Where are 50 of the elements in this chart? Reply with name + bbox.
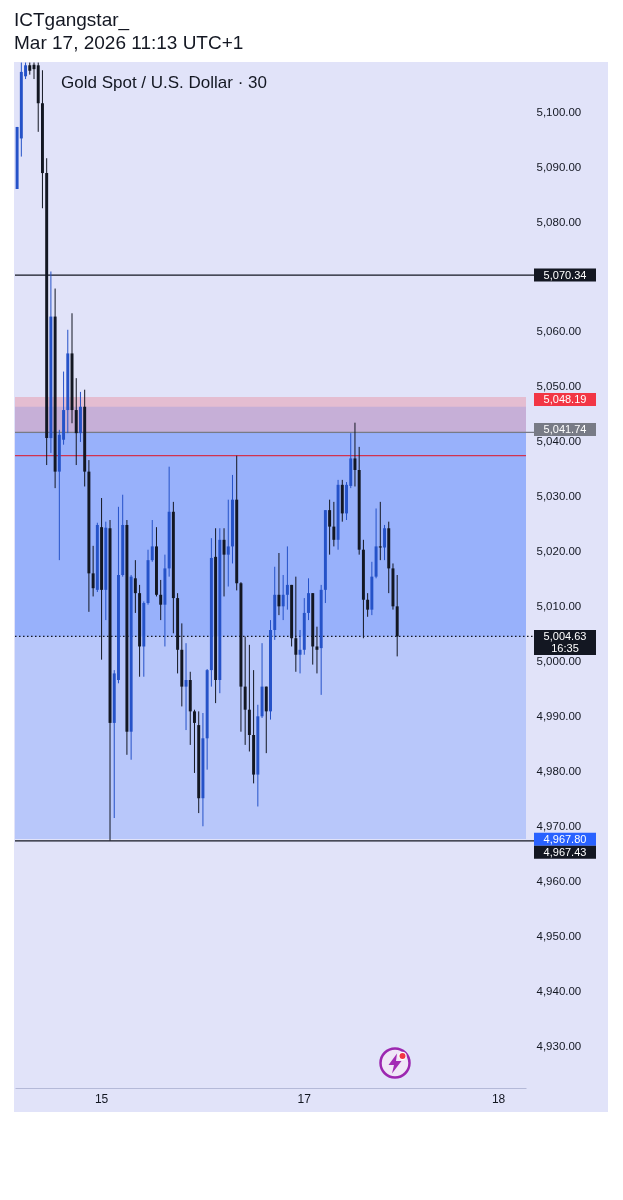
candlestick [133,559,137,614]
candlestick [353,422,357,487]
candlestick [159,579,163,621]
y-tick-label: 5,050.00 [536,380,582,393]
y-tick-label: 5,100.00 [536,105,582,118]
candlestick [366,592,370,618]
candlestick [193,709,196,774]
band-label: 5,048.19 [543,393,587,406]
ref-line-label: 5,041.74 [543,423,587,436]
candlestick [328,499,332,556]
y-tick-label: 4,980.00 [536,765,582,778]
candlestick [184,642,188,731]
ref-line-label: 5,070.34 [543,269,587,282]
band-label: 4,967.80 [543,833,587,846]
y-tick-label: 5,000.00 [536,655,582,668]
candlestick [378,501,382,561]
x-tick-label: 18 [491,1091,506,1106]
ref-line-label: 5,004.63 16:35 [543,630,587,655]
y-tick-label: 5,040.00 [536,435,582,448]
candlestick [285,545,289,611]
y-tick-label: 5,010.00 [536,600,582,613]
candlestick [74,377,78,466]
x-tick-label: 15 [94,1091,109,1106]
text: Mar 17, 2026 11:13 UTC+1 [14,31,244,54]
y-tick-label: 4,940.00 [536,985,582,998]
y-tick-label: 5,060.00 [536,325,582,338]
candlestick [91,545,95,597]
y-tick-label: 4,970.00 [536,820,582,833]
candlestick [277,552,281,616]
y-tick-label: 5,090.00 [536,160,582,173]
candlestick [332,501,336,547]
y-tick-label: 4,930.00 [536,1040,582,1053]
y-tick-label: 5,030.00 [536,490,582,503]
y-tick-label: 4,990.00 [536,710,582,723]
ref-line-label: 4,967.43 [543,846,587,859]
x-tick-label: 17 [297,1091,312,1106]
candlestick [298,629,302,674]
candlestick [226,499,230,588]
y-tick-label: 5,020.00 [536,545,582,558]
candlestick [222,527,226,597]
candlestick [150,519,154,563]
text: ICTgangstar_ [14,8,131,31]
text: Gold Spot / U.S. Dollar · 30 [61,73,267,92]
candlestick [281,574,285,621]
y-tick-label: 5,080.00 [536,215,582,228]
candlestick [307,577,310,621]
y-tick-label: 4,950.00 [536,930,582,943]
y-tick-label: 4,960.00 [536,875,582,888]
candlestick [243,636,247,746]
candlestick [383,524,386,561]
